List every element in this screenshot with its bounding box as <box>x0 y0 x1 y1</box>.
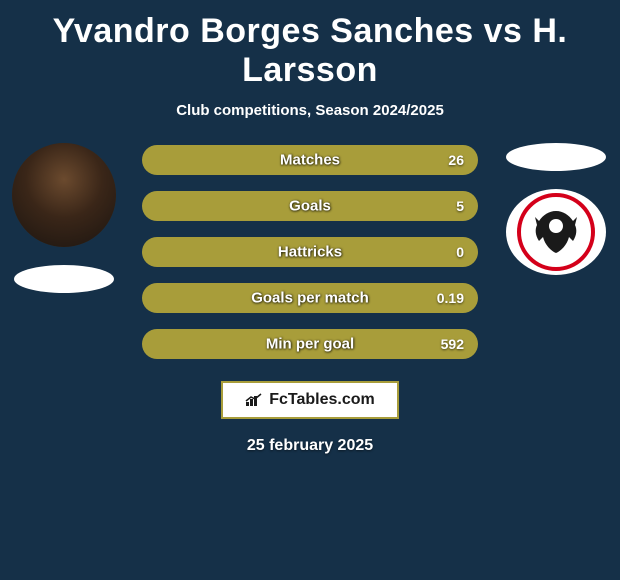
stat-row: Hattricks 0 <box>142 237 478 267</box>
club-logo-right <box>506 189 606 275</box>
brand-badge: FcTables.com <box>221 381 399 419</box>
subtitle: Club competitions, Season 2024/2025 <box>0 94 620 139</box>
club-logo-inner <box>517 193 595 271</box>
right-side <box>500 139 612 275</box>
stat-row: Goals per match 0.19 <box>142 283 478 313</box>
chart-icon <box>245 393 263 407</box>
club-logo-right-ellipse <box>506 143 606 171</box>
stat-label: Hattricks <box>278 244 342 261</box>
player-photo-left <box>12 143 116 247</box>
comparison-card: Yvandro Borges Sanches vs H. Larsson Clu… <box>0 0 620 455</box>
stat-label: Min per goal <box>266 336 354 353</box>
stat-label: Goals per match <box>251 290 369 307</box>
stat-value-right: 0 <box>456 244 464 260</box>
avatar-placeholder <box>12 143 116 247</box>
stat-value-right: 0.19 <box>437 290 464 306</box>
stat-row: Goals 5 <box>142 191 478 221</box>
page-title: Yvandro Borges Sanches vs H. Larsson <box>0 0 620 94</box>
stat-value-right: 5 <box>456 198 464 214</box>
stat-row: Matches 26 <box>142 145 478 175</box>
club-logo-left-ellipse <box>14 265 114 293</box>
stat-label: Matches <box>280 152 340 169</box>
stat-label: Goals <box>289 198 331 215</box>
stat-value-right: 592 <box>441 336 464 352</box>
date-text: 25 february 2025 <box>0 419 620 455</box>
stat-value-right: 26 <box>448 152 464 168</box>
footer: FcTables.com 25 february 2025 <box>0 359 620 455</box>
stat-row: Min per goal 592 <box>142 329 478 359</box>
brand-text: FcTables.com <box>269 391 375 409</box>
main-row: Matches 26 Goals 5 Hattricks 0 Goals per match… <box>0 139 620 359</box>
left-side <box>8 139 120 293</box>
eagle-icon <box>529 205 583 259</box>
stats-column: Matches 26 Goals 5 Hattricks 0 Goals per match… <box>120 139 500 359</box>
